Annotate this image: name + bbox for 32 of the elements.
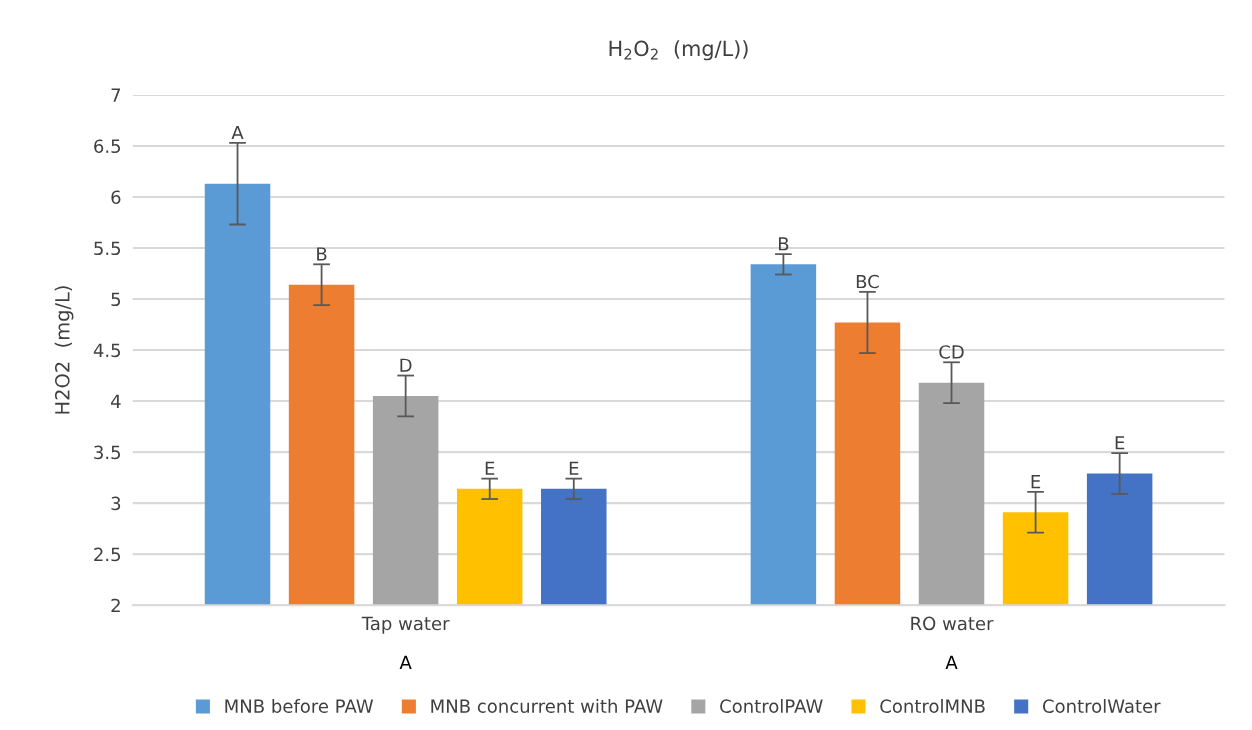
y-tick-label: 3 [111,496,121,511]
y-tick-label: 5.5 [94,241,121,256]
legend-label: MNB before PAW [225,699,374,713]
data-label: B [317,247,327,261]
data-label: E [485,461,495,475]
data-label: CD [939,345,964,359]
y-tick-label: 5 [111,292,121,307]
chart-title: H$_{2}$O$_{2}$ (mg/L)) [609,40,748,61]
x-tick-label: Tap water [361,616,450,634]
data-label: E [1115,436,1125,450]
y-tick-label: 4 [111,394,121,408]
x-tick-label: RO water [911,616,994,631]
text: A [399,655,412,669]
legend-label: MNB concurrent with PAW [431,699,663,713]
data-label: BC [856,274,879,289]
data-label: A [231,125,244,140]
y-tick-label: 7 [111,88,121,102]
y-tick-label: 6 [111,190,121,205]
y-tick-label: 2 [111,598,120,613]
legend-label: ControlPAW [720,699,823,713]
legend-label: ControlMNB [880,699,985,713]
y-tick-label: 4.5 [93,343,121,358]
y-axis-title: H2O2 (mg/L) [54,286,74,414]
data-label: E [569,461,579,475]
data-label: B [778,237,789,251]
y-tick-label: 2.5 [94,547,121,562]
legend-label: ControlWater [1042,699,1161,713]
y-tick-label: 6.5 [94,139,121,154]
text: A [945,655,958,669]
data-label: E [1031,474,1041,489]
data-label: D [400,358,412,372]
y-tick-label: 3.5 [94,445,121,460]
